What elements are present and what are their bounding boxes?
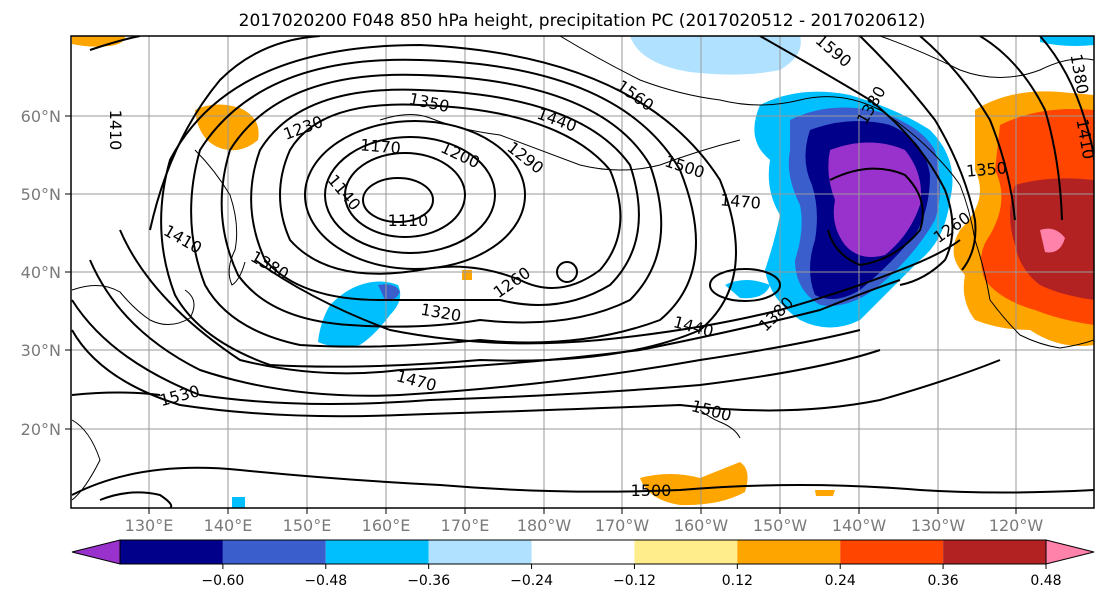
coastline-aleutians (379, 114, 741, 171)
height-contour-1530-south (99, 491, 173, 508)
lat-label: 50°N (21, 185, 61, 204)
lat-label: 30°N (21, 341, 61, 360)
height-contour-1470 (71, 299, 881, 405)
height-contour-1500-south (71, 466, 1094, 496)
precip-negative-patch-small (725, 280, 770, 299)
colorbar-tick-label: 0.36 (928, 573, 959, 589)
lon-label: 160°E (362, 516, 411, 535)
latitude-labels: 60°N 50°N 40°N 30°N 20°N (21, 107, 71, 439)
contour-label: 1410 (1073, 117, 1099, 160)
lon-label: 150°W (753, 516, 808, 535)
precip-negative-dot (232, 497, 245, 508)
lon-label: 140°E (204, 516, 253, 535)
coastline-alaska (559, 36, 961, 186)
precip-negative-patch-wpac (318, 281, 401, 347)
colorbar: −0.60 −0.48 −0.36 −0.24 −0.12 0.12 0.24 0.36 0.4… (71, 539, 1095, 589)
height-contour-1350 (160, 43, 737, 368)
coastline-china (71, 285, 195, 325)
coastline-hawaii (699, 409, 741, 439)
height-contour-ne-3 (919, 36, 1016, 221)
coastline-canada (879, 36, 1094, 78)
colorbar-tick-label: −0.36 (407, 573, 450, 589)
height-contour-1110 (362, 177, 434, 223)
height-contour-ne-4 (979, 36, 1063, 221)
colorbar-tick-label: −0.24 (510, 573, 553, 589)
colorbar-swatch (840, 540, 944, 564)
lon-label: 150°E (283, 516, 332, 535)
height-contour-ne-2 (859, 36, 977, 271)
contour-label: 1500 (631, 481, 672, 500)
contour-label: 1350 (965, 158, 1007, 180)
colorbar-swatch (531, 540, 635, 564)
colorbar-tick-label: 0.24 (825, 573, 856, 589)
height-contour-1440 (89, 259, 861, 397)
contour-label: 1470 (719, 190, 761, 212)
height-contour-1200 (304, 120, 526, 270)
colorbar-tick-label: 0.12 (722, 573, 753, 589)
height-contour-1380 (149, 36, 321, 231)
contour-label: 1410 (106, 110, 125, 151)
colorbar-frame (119, 539, 1047, 565)
height-contour-1410 (119, 229, 901, 375)
precip-positive-max (1040, 228, 1065, 253)
precip-negative-patch-core (378, 284, 400, 301)
height-contour-1380-south (254, 239, 961, 345)
lat-label: 60°N (21, 107, 61, 126)
lon-label: 160°W (674, 516, 729, 535)
map-title: 2017020200 F048 850 hPa height, precipit… (239, 11, 926, 31)
height-contour-ne-5 (1039, 36, 1094, 161)
precip-negative-patch-ne (1040, 36, 1094, 46)
coastline-north-america (959, 184, 1094, 349)
colorbar-swatch (428, 540, 532, 564)
colorbar-swatch (634, 540, 738, 564)
colorbar-swatch (222, 540, 326, 564)
lat-label: 40°N (21, 263, 61, 282)
colorbar-arrow-high (1045, 539, 1095, 565)
height-contour-1170 (324, 136, 496, 254)
height-contour-1230 (279, 103, 622, 289)
lon-label: 120°W (989, 516, 1044, 535)
lon-label: 130°E (125, 516, 174, 535)
height-contour-alaska-low (827, 167, 924, 267)
colorbar-swatch (120, 540, 223, 564)
colorbar-tick-label: −0.12 (613, 573, 656, 589)
height-contours (71, 36, 1094, 508)
coastline-japan-asia (194, 149, 246, 286)
height-contour-low-small (709, 268, 781, 302)
colorbar-swatch (737, 540, 841, 564)
precip-positive-dot-2 (815, 490, 835, 496)
coastline-se-asia (71, 419, 101, 501)
height-contour-ne-1 (759, 36, 954, 286)
height-contour-1500 (71, 329, 1001, 418)
map-panel: 1410 1230 1350 1170 1200 1440 1560 1590 … (21, 35, 1099, 535)
lon-label: 170°W (595, 516, 650, 535)
colorbar-tick-label: −0.60 (201, 573, 244, 589)
coastlines (71, 36, 1094, 501)
height-contour-1290 (220, 73, 663, 328)
height-contour-1530 (71, 391, 161, 396)
contour-label: 1110 (388, 211, 429, 230)
lat-label: 20°N (21, 420, 61, 439)
longitude-labels: 130°E 140°E 150°E 160°E 170°E 180°W 170°W 160°W… (125, 508, 1044, 535)
colorbar-swatch (325, 540, 429, 564)
height-contour-1320 (190, 58, 697, 348)
contour-label: 1170 (359, 135, 401, 157)
lon-label: 130°W (911, 516, 966, 535)
lon-label: 180°W (517, 516, 572, 535)
height-contour-1260 (250, 88, 640, 306)
colorbar-swatch (943, 540, 1046, 564)
colorbar-tick-label: 0.48 (1030, 573, 1061, 589)
precip-negative-patch-north (630, 36, 801, 75)
colorbar-tick-label: −0.48 (304, 573, 347, 589)
precip-positive-patch-south (640, 462, 748, 506)
height-contour-low-tiny (556, 261, 578, 283)
colorbar-arrow-low (71, 539, 121, 565)
lon-label: 170°E (441, 516, 490, 535)
gridlines (71, 36, 1094, 508)
lon-label: 140°W (832, 516, 887, 535)
height-contour-1140 (344, 152, 466, 238)
